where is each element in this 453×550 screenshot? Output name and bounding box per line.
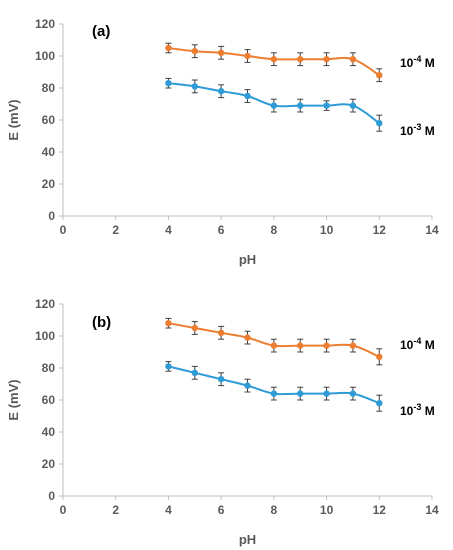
x-tick-label: 12	[373, 503, 387, 517]
x-tick-label: 4	[165, 503, 172, 517]
data-point	[244, 334, 251, 341]
series-label-unit: M	[421, 124, 434, 138]
series-high: 10-4 M	[165, 42, 435, 83]
series-low: 10-3 M	[165, 77, 435, 138]
x-tick-label: 0	[60, 503, 67, 517]
y-tick-label: 0	[48, 209, 55, 223]
data-point	[217, 49, 225, 56]
data-point	[349, 102, 357, 109]
data-point	[323, 102, 330, 109]
x-axis-title: pH	[239, 532, 256, 547]
y-tick-label: 0	[48, 489, 55, 503]
x-tick-label: 12	[373, 223, 387, 237]
series-high: 10-4 M	[165, 317, 435, 366]
x-tick-label: 4	[165, 223, 172, 237]
y-axis-title: E (mV)	[6, 379, 21, 420]
data-point	[191, 324, 198, 332]
y-tick-label: 100	[35, 329, 55, 343]
series-label: 10-4 M	[400, 54, 435, 70]
x-tick-label: 14	[425, 503, 439, 517]
data-point	[376, 120, 383, 127]
data-point	[165, 363, 172, 370]
y-tick-label: 100	[35, 49, 55, 63]
data-point	[297, 342, 304, 349]
data-point	[349, 342, 357, 349]
panel-label: (a)	[92, 23, 110, 40]
y-tick-label: 20	[42, 457, 56, 471]
data-point	[244, 382, 251, 389]
data-point	[270, 56, 278, 63]
data-point	[297, 102, 304, 109]
series-label: 10-3 M	[400, 402, 435, 418]
data-point	[191, 48, 198, 55]
series-label-exponent: -4	[413, 54, 421, 64]
x-tick-label: 8	[271, 223, 278, 237]
data-point	[297, 56, 304, 63]
y-tick-label: 60	[42, 393, 56, 407]
data-point	[217, 376, 225, 383]
series-label: 10-4 M	[400, 336, 435, 352]
data-point	[323, 390, 330, 397]
x-tick-label: 10	[320, 223, 334, 237]
data-point	[376, 353, 383, 360]
data-point	[217, 88, 225, 95]
series-label-base: 10	[400, 56, 414, 70]
data-point	[376, 72, 383, 79]
data-point	[323, 56, 330, 63]
y-tick-label: 20	[42, 177, 56, 191]
data-point	[297, 390, 304, 397]
data-point	[165, 80, 172, 87]
data-point	[270, 102, 278, 109]
y-tick-label: 40	[42, 425, 56, 439]
data-point	[191, 369, 198, 376]
x-axis-title: pH	[239, 252, 256, 267]
y-tick-label: 80	[42, 81, 56, 95]
data-point	[244, 92, 251, 100]
series-label-exponent: -4	[413, 336, 421, 346]
series-label-exponent: -3	[413, 122, 421, 132]
y-tick-label: 120	[35, 17, 55, 31]
series-label: 10-3 M	[400, 122, 435, 138]
x-tick-label: 8	[271, 503, 278, 517]
y-tick-label: 120	[35, 297, 55, 311]
x-tick-label: 10	[320, 503, 334, 517]
data-point	[270, 342, 278, 349]
series-label-unit: M	[421, 404, 434, 418]
x-tick-label: 14	[425, 223, 439, 237]
series-label-base: 10	[400, 338, 414, 352]
series-label-unit: M	[421, 338, 434, 352]
x-tick-label: 2	[112, 223, 119, 237]
x-tick-label: 2	[112, 503, 119, 517]
series-low: 10-3 M	[165, 361, 435, 418]
data-point	[376, 400, 383, 407]
data-point	[165, 320, 172, 327]
series-label-unit: M	[421, 56, 434, 70]
data-point	[349, 390, 357, 397]
data-point	[270, 390, 278, 397]
y-tick-label: 80	[42, 361, 56, 375]
x-tick-label: 6	[218, 503, 225, 517]
data-point	[244, 52, 251, 60]
data-point	[349, 56, 357, 63]
y-tick-label: 40	[42, 145, 56, 159]
data-point	[165, 44, 172, 52]
series-label-base: 10	[400, 404, 414, 418]
series-label-exponent: -3	[413, 402, 421, 412]
panel-label: (b)	[92, 314, 111, 331]
data-point	[191, 83, 198, 90]
series-label-base: 10	[400, 124, 414, 138]
data-point	[323, 342, 330, 349]
data-point	[217, 329, 225, 336]
x-tick-label: 6	[218, 223, 225, 237]
y-axis-title: E (mV)	[6, 99, 21, 140]
y-tick-label: 60	[42, 113, 56, 127]
x-tick-label: 0	[60, 223, 67, 237]
